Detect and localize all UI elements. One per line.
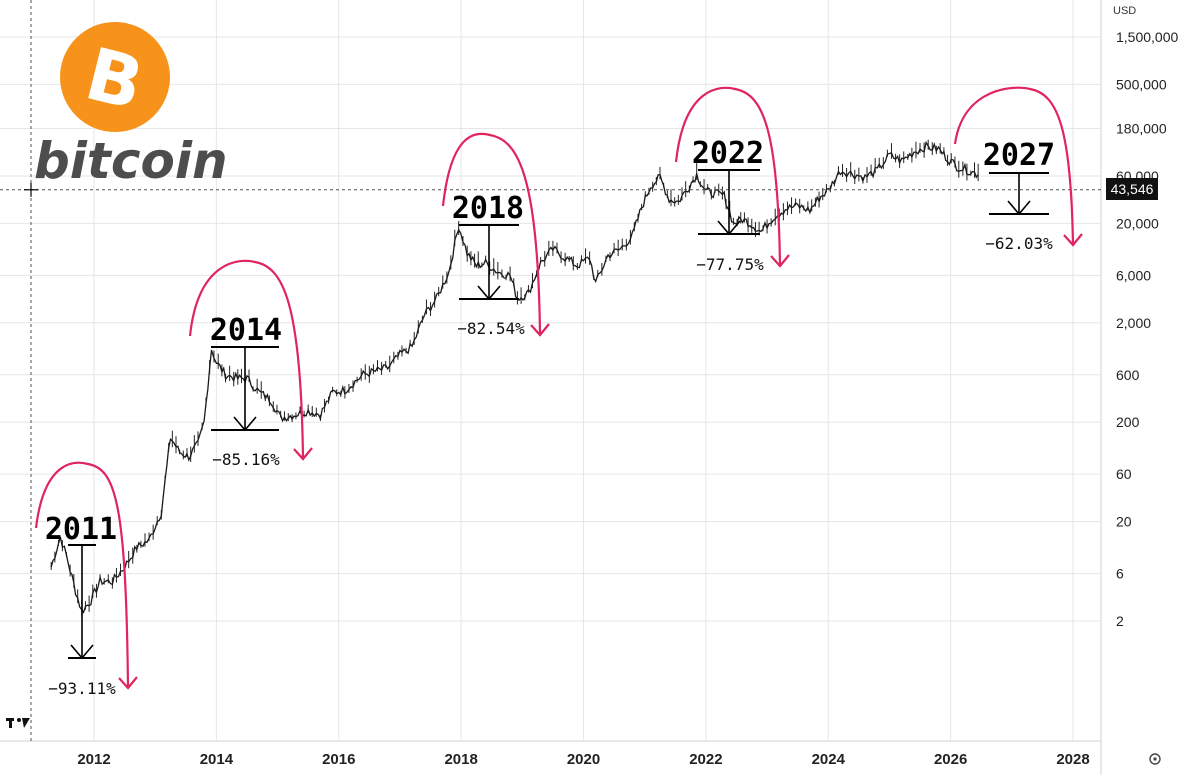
y-tick-label: 20 <box>1116 514 1132 530</box>
y-tick-label: 180,000 <box>1116 121 1167 137</box>
bitcoin-wordmark: bitcoin <box>34 132 228 190</box>
drawdown-percent-label: −77.75% <box>696 255 764 274</box>
y-tick-label: 6,000 <box>1116 267 1151 283</box>
cycle-arc-arrow <box>441 132 542 336</box>
cycle-year-label: 2018 <box>452 191 524 226</box>
y-tick-label: 500,000 <box>1116 76 1167 92</box>
x-tick-label: 2020 <box>567 751 600 768</box>
y-tick-label: 6 <box>1116 566 1124 582</box>
y-tick-label: 2 <box>1116 613 1124 629</box>
crosshair <box>0 0 1104 741</box>
y-tick-label: 200 <box>1116 414 1140 430</box>
grid-lines <box>0 0 1102 775</box>
x-tick-label: 2016 <box>322 751 355 768</box>
cycle-arc-arrow <box>34 461 130 689</box>
cycle-annotations: 2011 −93.11% 2014 −85.16% 2018 −82.54% 2022 −77… <box>34 86 1083 698</box>
cycle-arc-arrow <box>188 259 305 460</box>
cycle-arc-arrow <box>953 86 1075 246</box>
cycle-arc-arrow <box>674 86 782 267</box>
current-price-label: 43,546 <box>1111 181 1154 197</box>
cycle-year-label: 2027 <box>983 138 1055 173</box>
y-tick-label: 600 <box>1116 367 1140 383</box>
cycle-annotation-2022: 2022 −77.75% <box>674 86 790 274</box>
cycle-year-label: 2011 <box>45 512 117 547</box>
cycle-annotation-2014: 2014 −85.16% <box>188 259 313 469</box>
currency-unit-label[interactable]: USD <box>1113 5 1136 17</box>
drawdown-percent-label: −82.54% <box>457 319 525 338</box>
x-tick-label: 2022 <box>689 751 722 768</box>
settings-gear-icon[interactable] <box>1149 753 1161 765</box>
drawdown-percent-label: −62.03% <box>985 234 1053 253</box>
drawdown-percent-label: −85.16% <box>212 450 280 469</box>
cycle-annotation-2018: 2018 −82.54% <box>441 132 550 338</box>
x-tick-label: 2018 <box>444 751 477 768</box>
x-tick-label: 2028 <box>1056 751 1089 768</box>
arrow-head-icon <box>1063 233 1083 247</box>
arrow-head-icon <box>293 447 313 461</box>
bitcoin-coin-icon <box>60 22 170 132</box>
y-tick-label: 60 <box>1116 466 1132 482</box>
current-price-badge: 43,546 <box>1106 178 1158 200</box>
bitcoin-logo: B <box>60 22 170 132</box>
cycle-annotation-2011: 2011 −93.11% <box>34 461 138 698</box>
price-axis[interactable]: 1,500,000500,000180,00060,00020,0006,000… <box>1116 29 1178 629</box>
arrow-head-icon <box>770 254 790 268</box>
arrow-head-icon <box>530 323 550 337</box>
y-tick-label: 20,000 <box>1116 215 1159 231</box>
x-tick-label: 2014 <box>200 751 234 768</box>
drawdown-percent-label: −93.11% <box>48 679 116 698</box>
cycle-annotation-2027: 2027 −62.03% <box>953 86 1083 253</box>
current-price-box <box>1106 178 1158 200</box>
y-tick-label: 1,500,000 <box>1116 29 1178 45</box>
x-tick-label: 2026 <box>934 751 967 768</box>
x-tick-label: 2024 <box>812 751 846 768</box>
y-tick-label: 2,000 <box>1116 315 1151 331</box>
time-axis[interactable]: 2012 2014 2016 2018 2020 2022 2024 2026 2028 <box>77 751 1089 768</box>
arrow-head-icon <box>118 676 138 690</box>
cycle-year-label: 2014 <box>210 313 282 348</box>
x-tick-label: 2012 <box>77 751 110 768</box>
tradingview-logo-icon[interactable] <box>6 718 30 728</box>
cycle-year-label: 2022 <box>692 136 764 171</box>
